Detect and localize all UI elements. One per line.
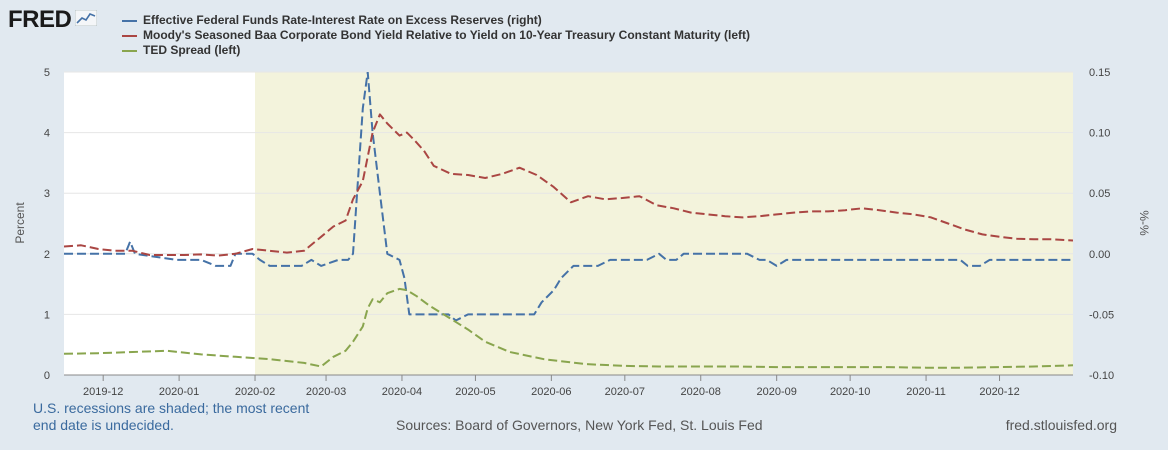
left-tick-label: 3 — [44, 188, 50, 200]
right-tick-label: 0.00 — [1089, 249, 1110, 261]
legend-label-baa: Moody's Seasoned Baa Corporate Bond Yiel… — [143, 28, 750, 42]
x-tick-label: 2020-11 — [906, 386, 946, 398]
series-line-baa — [64, 113, 1073, 257]
chart-legend: Effective Federal Funds Rate-Interest Ra… — [122, 13, 750, 58]
legend-item-iorer[interactable]: Effective Federal Funds Rate-Interest Ra… — [122, 13, 750, 28]
left-tick-label: 4 — [44, 128, 50, 140]
site-link[interactable]: fred.stlouisfed.org — [1005, 417, 1117, 433]
legend-swatch-iorer — [122, 19, 137, 22]
right-tick-label: 0.10 — [1089, 128, 1110, 140]
right-tick-label: -0.10 — [1089, 370, 1114, 382]
series-line-ted — [64, 287, 1073, 369]
x-tick-label: 2019-12 — [83, 386, 123, 398]
legend-swatch-baa — [122, 34, 137, 37]
legend-label-ted: TED Spread (left) — [143, 43, 241, 57]
legend-item-baa[interactable]: Moody's Seasoned Baa Corporate Bond Yiel… — [122, 28, 750, 43]
left-axis-ticks: 0 1 2 3 4 5 — [44, 67, 50, 382]
left-tick-label: 2 — [44, 249, 50, 261]
left-tick-label: 0 — [44, 370, 50, 382]
x-tick-label: 2020-10 — [830, 386, 870, 398]
recession-shading — [255, 72, 1073, 375]
brand-wordmark: FRED — [8, 6, 72, 33]
sources-text: Sources: Board of Governors, New York Fe… — [396, 417, 763, 433]
x-tick-label: 2020-02 — [235, 386, 275, 398]
right-tick-label: 0.05 — [1089, 188, 1110, 200]
x-tick-label: 2020-05 — [455, 386, 495, 398]
line-chart[interactable]: 0 1 2 3 4 5 -0.10 -0.05 0.00 0.05 0.10 0.15 2019-1… — [0, 0, 1168, 400]
right-tick-label: 0.15 — [1089, 67, 1110, 79]
series-line-iorer — [64, 72, 1073, 322]
x-tick-label: 2020-03 — [306, 386, 346, 398]
legend-swatch-ted — [122, 49, 137, 52]
right-tick-label: -0.05 — [1089, 309, 1114, 321]
x-tick-label: 2020-08 — [681, 386, 721, 398]
legend-item-ted[interactable]: TED Spread (left) — [122, 43, 750, 58]
recession-note-line2: end date is undecided. — [33, 417, 174, 433]
recession-note: U.S. recessions are shaded; the most rec… — [33, 400, 309, 434]
right-axis-label: %-% — [1137, 210, 1151, 236]
left-tick-label: 1 — [44, 309, 50, 321]
x-tick-label: 2020-09 — [756, 386, 796, 398]
right-axis-ticks: -0.10 -0.05 0.00 0.05 0.10 0.15 — [1089, 67, 1114, 382]
series-lines — [64, 72, 1073, 369]
x-tick-label: 2020-06 — [531, 386, 571, 398]
x-tick-label: 2020-07 — [605, 386, 645, 398]
left-axis-label: Percent — [13, 202, 27, 244]
x-axis-ticks: 2019-12 2020-01 2020-02 2020-03 2020-04 2020-… — [83, 375, 1020, 398]
left-tick-label: 5 — [44, 67, 50, 79]
legend-label-iorer: Effective Federal Funds Rate-Interest Ra… — [143, 13, 542, 27]
x-tick-label: 2020-01 — [159, 386, 199, 398]
x-tick-label: 2020-04 — [382, 386, 422, 398]
recession-note-line1: U.S. recessions are shaded; the most rec… — [33, 400, 310, 416]
x-tick-label: 2020-12 — [979, 386, 1019, 398]
